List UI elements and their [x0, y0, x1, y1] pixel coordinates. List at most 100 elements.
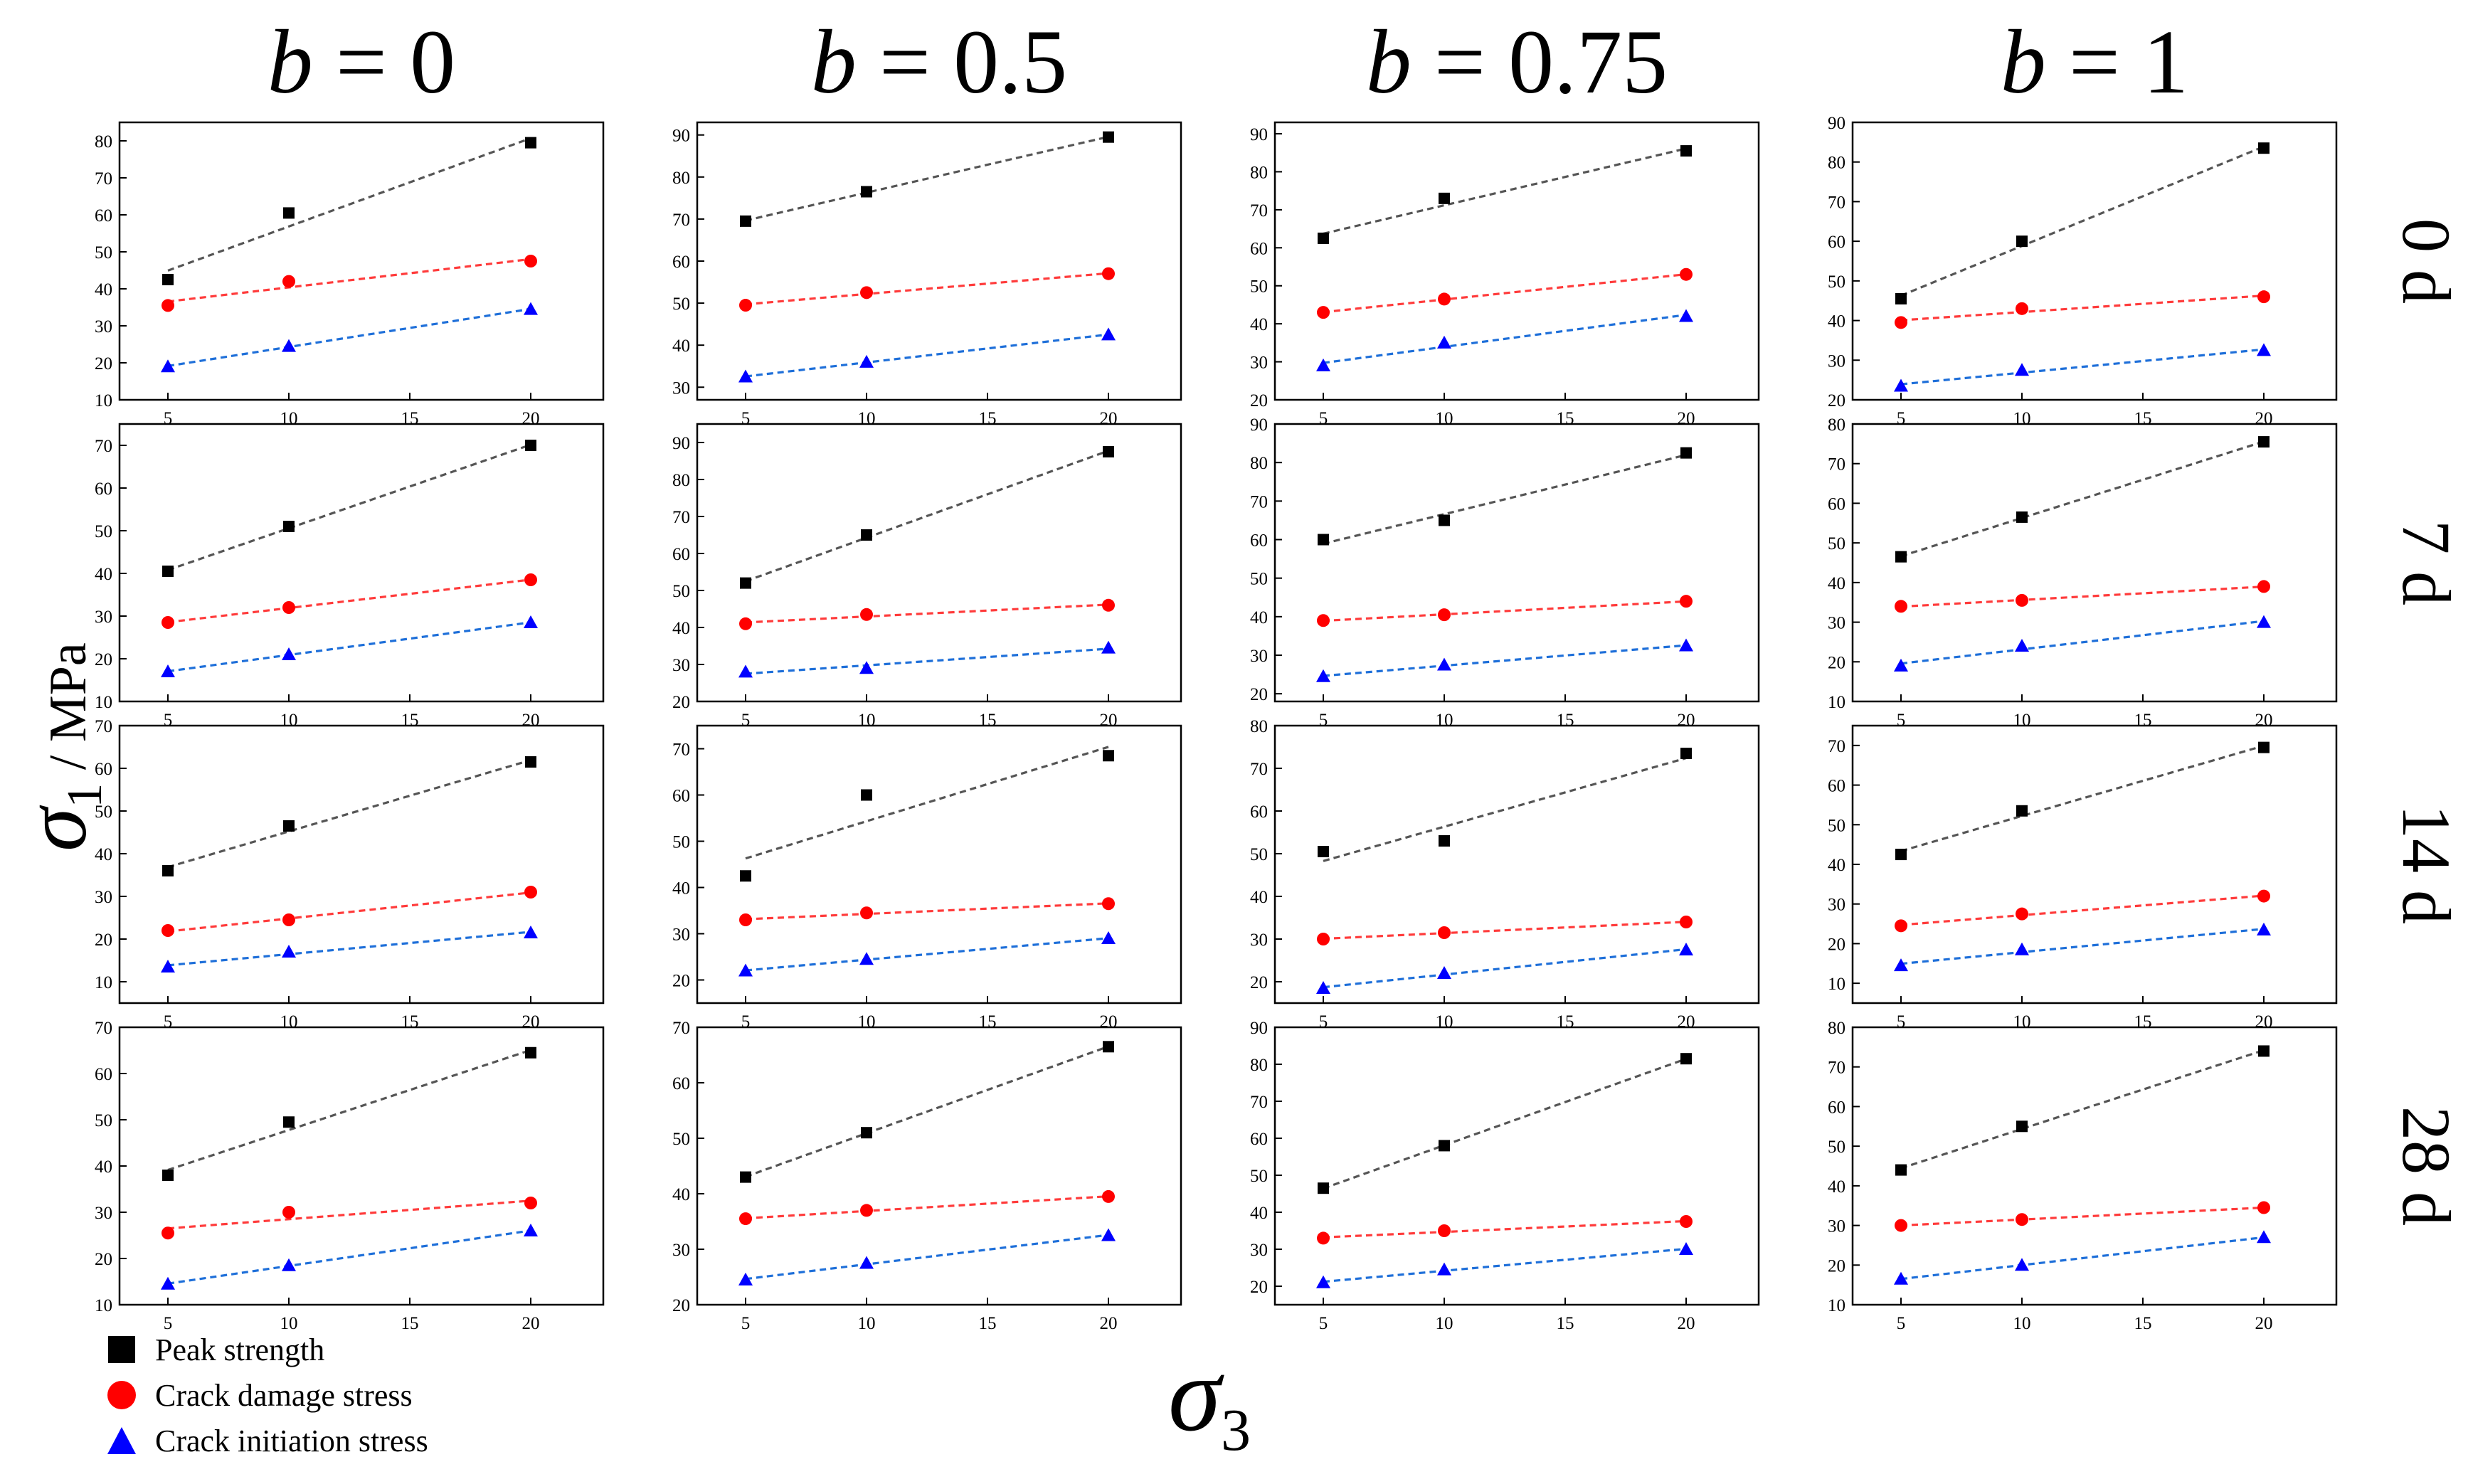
y-tick-label: 60	[95, 479, 112, 499]
peak-fit-line	[1900, 1049, 2265, 1170]
initiation-fit-line	[745, 937, 1109, 972]
y-tick-label: 30	[1828, 614, 1845, 633]
damage-fit-line	[1900, 294, 2265, 322]
crack-damage-point	[1317, 933, 1330, 945]
crack-initiation-point	[2257, 615, 2271, 628]
x-tick-label: 10	[280, 1012, 298, 1032]
crack-damage-point	[1317, 306, 1330, 319]
y-tick-label: 90	[672, 434, 690, 453]
crack-initiation-point	[859, 354, 874, 368]
x-tick-label: 20	[2255, 1012, 2273, 1032]
peak-strength-point	[1680, 1053, 1692, 1065]
crack-initiation-point	[1437, 657, 1451, 671]
y-tick-label: 10	[95, 973, 112, 992]
crack-initiation-point	[1679, 638, 1693, 652]
crack-initiation-point	[161, 1276, 175, 1290]
y-tick-label: 50	[1828, 272, 1845, 292]
y-tick-label: 50	[672, 833, 690, 852]
damage-fit-line	[1323, 600, 1687, 622]
x-tick-label: 15	[979, 1314, 997, 1333]
row-titles: 0 d 7 d 14 d 28 d	[2388, 218, 2464, 1226]
peak-strength-point	[162, 274, 174, 285]
y-tick-label: 40	[95, 565, 112, 584]
y-tick-label: 30	[95, 1204, 112, 1223]
crack-damage-point	[1680, 267, 1693, 281]
y-tick-label: 70	[672, 1019, 690, 1038]
crack-initiation-point	[1101, 1228, 1116, 1241]
x-tick-label: 20	[1100, 1314, 1118, 1333]
crack-initiation-point	[1894, 378, 1908, 392]
y-tick-label: 60	[95, 1065, 112, 1084]
x-tick-label: 10	[858, 711, 876, 730]
y-tick-label: 70	[1828, 193, 1845, 212]
crack-initiation-point	[282, 647, 296, 660]
x-tick-label: 20	[522, 711, 540, 730]
y-tick-label: 40	[95, 280, 112, 300]
crack-initiation-point	[524, 615, 538, 628]
plot-frame	[696, 724, 1182, 1005]
y-tick-label: 20	[1250, 391, 1268, 410]
row-title: 0 d	[2388, 218, 2464, 304]
y-tick-label: 40	[1828, 312, 1845, 332]
column-title-value: = 0	[313, 11, 455, 112]
y-tick-label: 70	[672, 211, 690, 230]
chart-panel: 5 10 15 20 10 20 30 40 50 60 70 80	[1828, 415, 2338, 730]
damage-fit-line	[1900, 1206, 2265, 1227]
peak-strength-point	[861, 186, 872, 198]
plot-frame	[1273, 724, 1760, 1005]
peak-strength-point	[740, 215, 751, 227]
y-tick-label: 70	[1250, 201, 1268, 221]
crack-initiation-point	[282, 945, 296, 958]
peak-strength-point	[2258, 741, 2270, 753]
damage-fit-line	[167, 1199, 531, 1230]
crack-initiation-point	[1894, 958, 1908, 972]
initiation-fit-line	[1900, 620, 2265, 665]
crack-initiation-point	[524, 926, 538, 938]
y-tick-label: 50	[1828, 534, 1845, 553]
column-title: b = 0.75	[1366, 11, 1668, 112]
column-title-value: = 0.5	[857, 11, 1067, 112]
peak-strength-point	[861, 789, 872, 801]
initiation-fit-line	[745, 1234, 1109, 1281]
crack-initiation-point	[1679, 1242, 1693, 1255]
crack-initiation-point	[738, 369, 753, 383]
peak-strength-point	[2016, 805, 2028, 817]
crack-damage-point	[1680, 916, 1693, 928]
y-tick-label: 30	[1828, 351, 1845, 371]
crack-initiation-point	[1101, 640, 1116, 654]
chart-panel: 5 10 15 20 20 30 40 50 60 70	[672, 724, 1182, 1032]
chart-panel: 5 10 15 20 30 40 50 60 70 80 90	[672, 121, 1182, 428]
chart-panel: 5 10 15 20 10 20 30 40 50 60 70	[1828, 724, 2338, 1032]
y-tick-label: 10	[1828, 693, 1845, 712]
x-tick-label: 5	[1319, 1012, 1328, 1032]
y-tick-label: 60	[1828, 494, 1845, 514]
crack-damage-point	[739, 617, 752, 630]
x-tick-label: 15	[1557, 711, 1574, 730]
peak-fit-line	[1900, 744, 2265, 852]
x-tick-label: 5	[164, 711, 173, 730]
x-tick-label: 15	[2134, 1012, 2152, 1032]
crack-initiation-point	[2257, 1230, 2271, 1244]
crack-initiation-point	[1437, 1262, 1451, 1276]
damage-fit-line	[745, 272, 1109, 306]
y-tick-label: 80	[672, 471, 690, 490]
row-title: 7 d	[2388, 520, 2464, 605]
crack-initiation-point	[1316, 981, 1330, 994]
y-tick-label: 50	[672, 1130, 690, 1149]
initiation-fit-line	[1323, 644, 1687, 677]
x-tick-label: 10	[280, 409, 298, 428]
peak-strength-point	[1439, 514, 1450, 526]
chart-panel: 5 10 15 20 20 30 40 50 60 70 80 90	[1250, 1019, 1760, 1333]
crack-damage-point	[1895, 600, 1907, 613]
crack-initiation-point	[1894, 1271, 1908, 1285]
y-tick-label: 10	[95, 693, 112, 712]
y-tick-label: 20	[1250, 1278, 1268, 1297]
y-tick-label: 20	[95, 1250, 112, 1269]
y-tick-label: 70	[672, 741, 690, 760]
x-tick-label: 15	[401, 1012, 419, 1032]
y-tick-label: 60	[1250, 531, 1268, 551]
damage-fit-line	[1900, 894, 2265, 926]
y-tick-label: 30	[1250, 931, 1268, 950]
crack-damage-point	[1438, 292, 1451, 306]
y-tick-label: 70	[1250, 492, 1268, 512]
